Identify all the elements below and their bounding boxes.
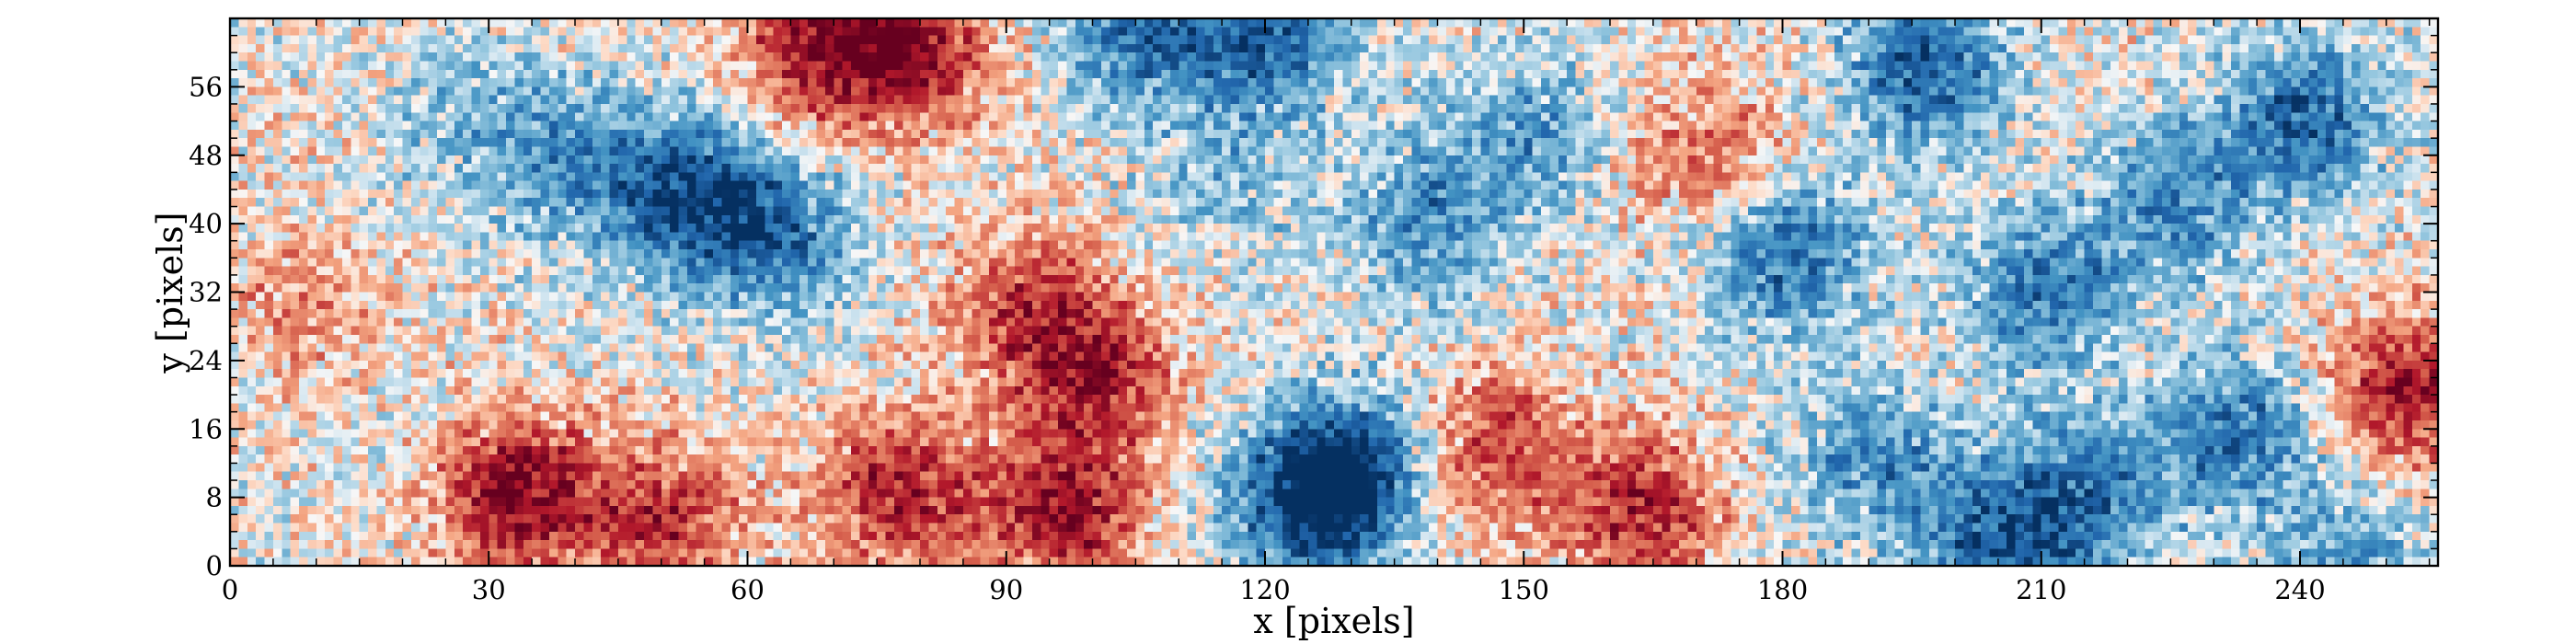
x-tick-label: 150 — [1499, 574, 1549, 605]
plot-frame — [228, 17, 2440, 568]
x-tick-label: 120 — [1239, 574, 1290, 605]
x-tick-label: 90 — [989, 574, 1023, 605]
x-tick-label: 180 — [1757, 574, 1808, 605]
x-tick-label: 30 — [472, 574, 506, 605]
x-axis-label: x [pixels] — [1253, 601, 1414, 641]
y-tick-label: 8 — [206, 482, 223, 513]
tick-marks — [229, 18, 2438, 567]
x-tick-label: 60 — [730, 574, 765, 605]
y-tick-label: 32 — [189, 277, 223, 308]
y-axis-label: y [pixels] — [150, 212, 190, 374]
y-tick-label: 48 — [189, 140, 223, 171]
y-tick-label: 56 — [189, 71, 223, 102]
tick-labels: 0 30 60 90 120 150 180 210 240 0 8 16 24 32 40 48 56 — [189, 71, 2326, 605]
y-tick-label: 16 — [189, 413, 223, 444]
x-tick-label: 210 — [2016, 574, 2066, 605]
x-tick-label: 240 — [2274, 574, 2325, 605]
y-tick-label: 0 — [206, 550, 223, 581]
y-tick-label: 24 — [189, 345, 223, 376]
x-tick-label: 0 — [222, 574, 238, 605]
y-tick-label: 40 — [189, 208, 223, 239]
heatmap-image — [230, 18, 2438, 566]
